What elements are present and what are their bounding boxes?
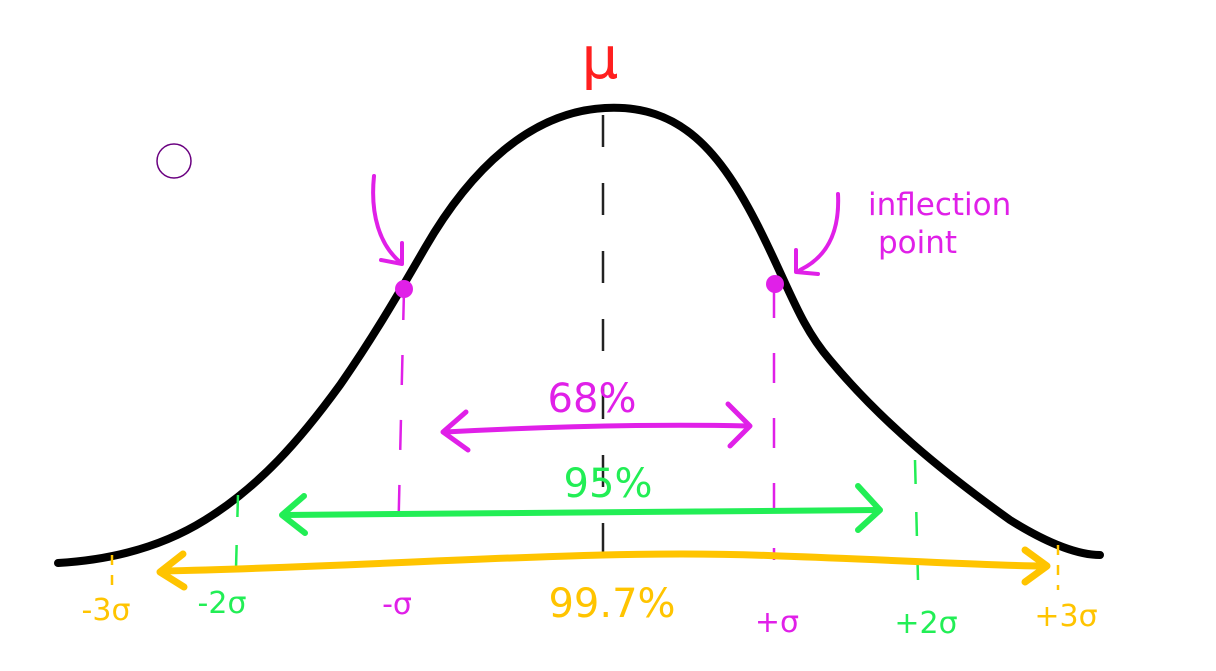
plus-2sigma-label: +2σ	[894, 606, 957, 641]
arrow-icon	[440, 409, 471, 453]
arrow-icon	[371, 174, 402, 264]
arrow-icon	[855, 483, 883, 533]
one-sigma-percent: 68%	[548, 376, 637, 422]
inflection-annotation-line2: point	[878, 225, 957, 261]
mean-label: μ	[582, 24, 619, 92]
arrow-icon	[279, 493, 308, 536]
three-sigma-arrow	[159, 550, 1049, 575]
one-sigma-arrow	[442, 422, 751, 435]
three-sigma-percent: 99.7%	[548, 581, 675, 627]
inflection-dot-icon	[395, 280, 413, 298]
plus-sigma-label: +σ	[755, 605, 799, 640]
minus-2sigma-label: -2σ	[198, 586, 247, 621]
minus-2sigma-line	[234, 494, 240, 569]
arrow-icon	[156, 550, 188, 591]
two-sigma-arrow	[281, 507, 881, 518]
plus-2sigma-line	[913, 459, 920, 581]
bell-curve	[54, 103, 1104, 567]
minus-3sigma-label: -3σ	[82, 593, 131, 628]
inflection-annotation-line1: inflection	[868, 187, 1011, 223]
two-sigma-percent: 95%	[564, 461, 653, 507]
minus-sigma-label: -σ	[382, 587, 412, 622]
plus-3sigma-label: +3σ	[1034, 599, 1097, 634]
arrow-icon	[798, 192, 841, 272]
arrow-icon	[379, 241, 404, 266]
arrow-icon	[1021, 546, 1051, 586]
arrow-icon	[794, 248, 820, 276]
cursor-circle-icon	[156, 143, 192, 179]
inflection-dot-icon	[766, 275, 784, 293]
arrow-icon	[725, 401, 753, 449]
minus-sigma-line	[396, 289, 406, 546]
